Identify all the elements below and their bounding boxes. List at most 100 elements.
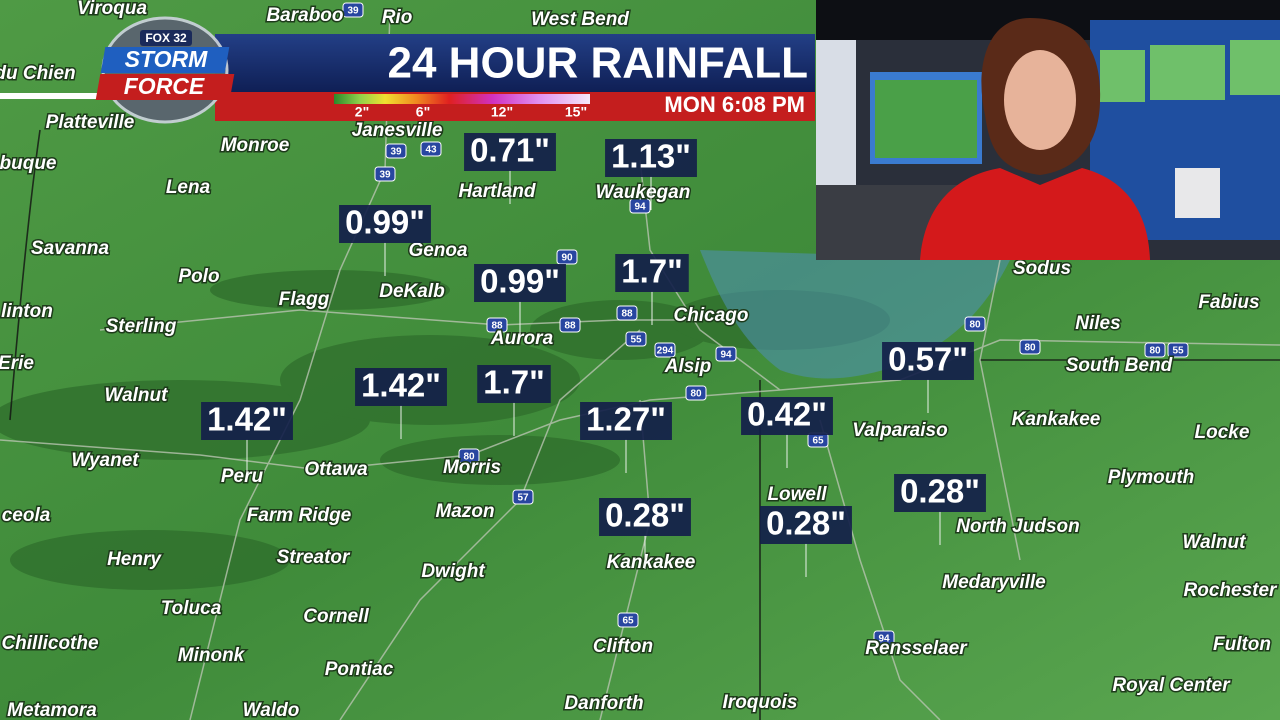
rainfall-total: 1.13" <box>611 138 691 175</box>
highway-number: 57 <box>517 493 529 504</box>
city-label: Rensselaer <box>865 638 968 659</box>
city-label: Polo <box>178 266 219 287</box>
highway-shield <box>629 198 651 214</box>
highway-number: 55 <box>1172 346 1184 357</box>
city-label: Chicago <box>674 305 749 326</box>
city-label: Waldo <box>243 700 300 720</box>
city-label: Henry <box>107 549 162 570</box>
highway-number: 94 <box>634 202 646 213</box>
highway-shield <box>374 166 396 182</box>
header: 24 HOUR RAINFALL 2" 6" 12" 15" MON 6:08 … <box>0 16 815 124</box>
city-label: Genoa <box>408 240 468 261</box>
rainfall-box <box>894 474 986 512</box>
city-label: Iroquois <box>723 692 798 713</box>
city-label: Sodus <box>1013 258 1071 279</box>
city-label: Peru <box>221 466 264 487</box>
city-label: Alsip <box>664 356 711 377</box>
city-label: Hartland <box>458 181 535 202</box>
highway-shield <box>1019 339 1041 355</box>
rainfall-total: 1.27" <box>586 401 666 438</box>
highway-number: 80 <box>463 452 475 463</box>
highway-number: 88 <box>564 321 576 332</box>
city-label: Streator <box>277 547 351 568</box>
city-label: Sterling <box>106 316 177 337</box>
rainfall-box <box>599 498 691 536</box>
rainfall-box <box>760 506 852 544</box>
city-label: Viroqua <box>77 0 147 19</box>
rainfall-marker: 0.28" <box>894 473 986 545</box>
highway-number: 294 <box>657 346 674 357</box>
rainfall-marker: 1.42" <box>201 401 293 473</box>
rainfall-marker: 1.13" <box>605 138 697 210</box>
highway-number: 39 <box>390 147 402 158</box>
rainfall-box <box>882 342 974 380</box>
highway-shield <box>559 317 581 333</box>
legend-label: 2" <box>355 104 369 120</box>
highway-number: 94 <box>720 350 732 361</box>
city-label: Lena <box>166 177 211 198</box>
rainfall-marker: 0.42" <box>741 396 833 468</box>
city-label: Flagg <box>279 289 330 310</box>
city-label: Waukegan <box>596 182 691 203</box>
city-label: Niles <box>1075 313 1120 334</box>
highway-number: 43 <box>425 145 437 156</box>
highway-shield <box>556 249 578 265</box>
city-label: du Chien <box>0 63 76 84</box>
rainfall-box <box>474 264 566 302</box>
highway-number: 65 <box>812 436 824 447</box>
city-label: Wyanet <box>71 450 139 471</box>
highway-shield <box>512 489 534 505</box>
highway-number: 80 <box>690 389 702 400</box>
city-label: Farm Ridge <box>247 505 352 526</box>
rainfall-marker: 1.7" <box>477 364 551 436</box>
title-band <box>215 34 815 92</box>
rainfall-box <box>477 365 551 403</box>
city-label: South Bend <box>1066 355 1173 376</box>
highway-number: 80 <box>1149 346 1161 357</box>
city-label: Plymouth <box>1108 467 1195 488</box>
city-label: Locke <box>1195 422 1250 443</box>
rainfall-marker: 0.99" <box>339 204 431 276</box>
legend-label: 15" <box>565 104 587 120</box>
highway-shield <box>715 346 737 362</box>
city-label: Rochester <box>1184 580 1279 601</box>
city-label: Janesville <box>352 120 443 141</box>
highway-shield <box>420 141 442 157</box>
highway-shield <box>873 630 895 646</box>
city-label: Kankakee <box>607 552 696 573</box>
rainfall-marker: 0.57" <box>882 341 974 413</box>
highway-shield <box>1167 342 1189 358</box>
rainfall-marker: 0.99" <box>474 263 566 335</box>
city-label: Pontiac <box>325 659 394 680</box>
rainfall-total: 1.42" <box>207 401 287 438</box>
city-label: Chillicothe <box>1 633 99 654</box>
city-label: West Bend <box>531 9 629 30</box>
city-label: buque <box>0 153 57 174</box>
city-label: Metamora <box>7 700 97 720</box>
rainfall-total: 0.42" <box>747 396 827 433</box>
city-label: Monroe <box>221 135 290 156</box>
city-label: Dwight <box>421 561 485 582</box>
highway-shield <box>385 143 407 159</box>
rainfall-total: 1.7" <box>621 253 683 290</box>
highway-number: 88 <box>621 309 633 320</box>
city-label: Minonk <box>178 645 246 666</box>
city-label: Aurora <box>490 328 554 349</box>
rainfall-total: 0.28" <box>766 505 846 542</box>
legend-label: 12" <box>491 104 513 120</box>
rainfall-box <box>741 397 833 435</box>
highway-number: 55 <box>630 335 642 346</box>
city-label: Mazon <box>435 501 494 522</box>
rainfall-box <box>201 402 293 440</box>
legend-bar <box>334 94 590 104</box>
rainfall-total: 0.71" <box>470 132 550 169</box>
rainfall-box <box>464 133 556 171</box>
rainfall-total: 0.99" <box>345 204 425 241</box>
highway-number: 88 <box>491 321 503 332</box>
highway-number: 90 <box>561 253 573 264</box>
city-label: Valparaiso <box>852 420 947 441</box>
city-label: Kankakee <box>1012 409 1101 430</box>
highway-number: 39 <box>347 6 359 17</box>
